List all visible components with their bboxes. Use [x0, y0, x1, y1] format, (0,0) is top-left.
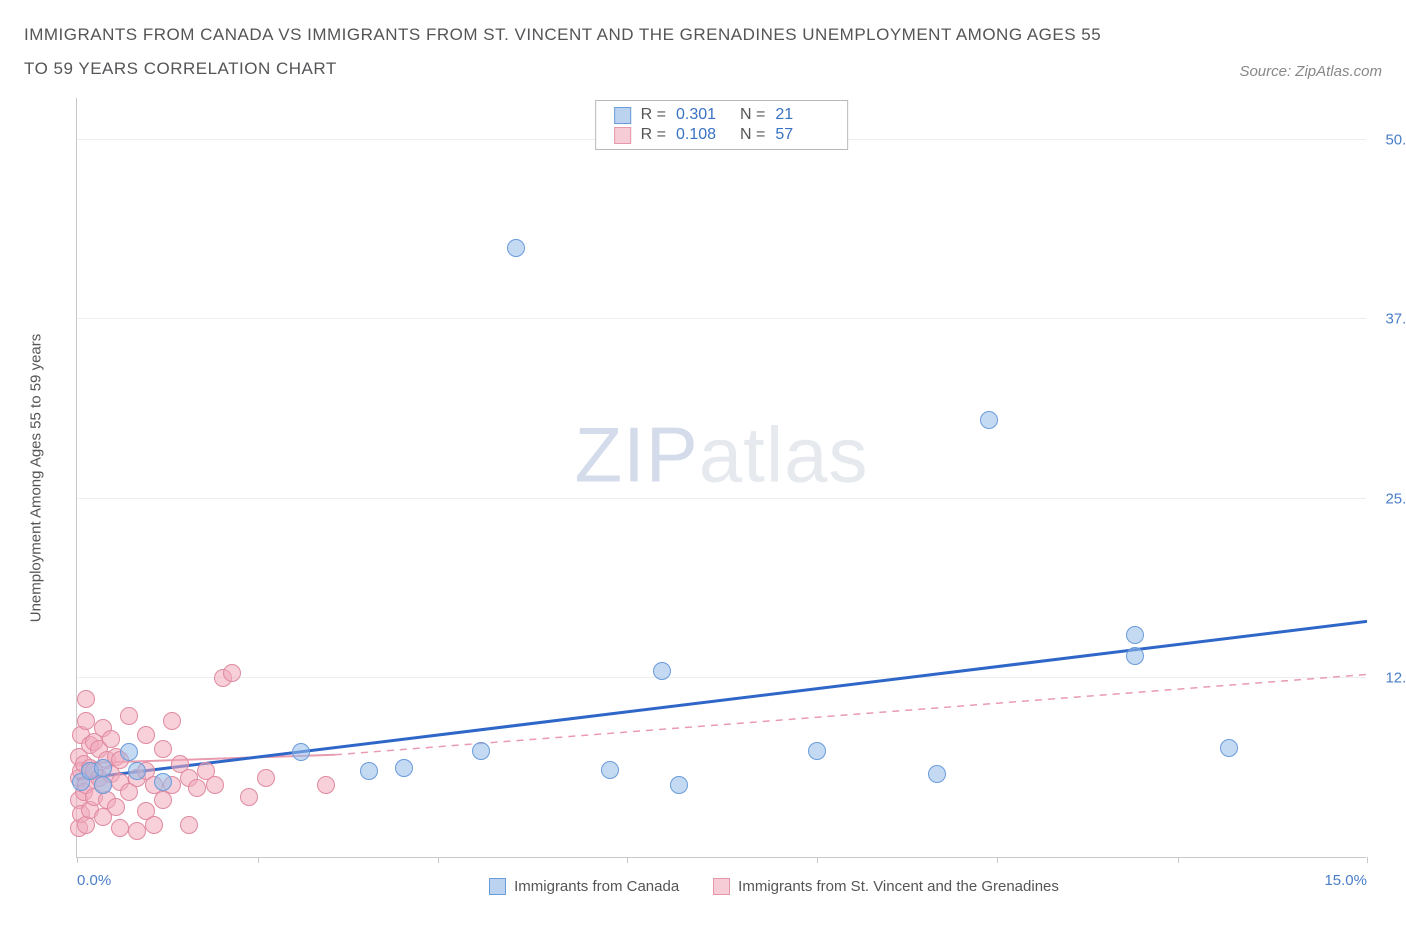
point-pink — [223, 664, 241, 682]
point-pink — [137, 726, 155, 744]
y-axis-label: Unemployment Among Ages 55 to 59 years — [28, 334, 45, 623]
gridline — [77, 677, 1366, 678]
point-pink — [163, 712, 181, 730]
legend-swatch — [614, 127, 631, 144]
point-blue — [154, 773, 172, 791]
y-tick-label: 50.0% — [1372, 132, 1406, 149]
point-pink — [180, 816, 198, 834]
legend-swatch — [489, 878, 506, 895]
point-blue — [94, 776, 112, 794]
watermark: ZIPatlas — [574, 409, 868, 500]
point-pink — [317, 776, 335, 794]
point-blue — [292, 743, 310, 761]
point-pink — [77, 712, 95, 730]
plot-area: ZIPatlas R = 0.301N = 21R = 0.108N = 57 … — [76, 98, 1366, 858]
point-blue — [670, 776, 688, 794]
point-blue — [120, 743, 138, 761]
chart-title: IMMIGRANTS FROM CANADA VS IMMIGRANTS FRO… — [24, 18, 1124, 86]
point-pink — [128, 822, 146, 840]
point-pink — [120, 707, 138, 725]
point-pink — [188, 779, 206, 797]
point-pink — [206, 776, 224, 794]
point-pink — [257, 769, 275, 787]
trend-line — [77, 621, 1367, 779]
point-pink — [77, 816, 95, 834]
x-tick — [627, 857, 628, 863]
stats-row: R = 0.301N = 21 — [614, 105, 830, 125]
legend-item: Immigrants from Canada — [489, 878, 679, 895]
legend-label: Immigrants from St. Vincent and the Gren… — [738, 878, 1059, 895]
x-tick — [997, 857, 998, 863]
point-blue — [1126, 626, 1144, 644]
point-blue — [1220, 739, 1238, 757]
point-blue — [128, 762, 146, 780]
point-blue — [395, 759, 413, 777]
x-tick — [1367, 857, 1368, 863]
point-pink — [107, 798, 125, 816]
trend-line — [335, 674, 1367, 754]
point-pink — [145, 816, 163, 834]
series-legend: Immigrants from Canada Immigrants from St… — [129, 878, 1406, 895]
y-tick-label: 37.5% — [1372, 311, 1406, 328]
x-tick — [258, 857, 259, 863]
x-tick — [77, 857, 78, 863]
x-tick — [817, 857, 818, 863]
stats-legend-box: R = 0.301N = 21R = 0.108N = 57 — [595, 100, 849, 150]
point-blue — [472, 742, 490, 760]
source-attribution: Source: ZipAtlas.com — [1239, 63, 1382, 86]
point-pink — [154, 740, 172, 758]
point-blue — [1126, 647, 1144, 665]
x-tick-label: 0.0% — [77, 872, 111, 889]
point-blue — [980, 411, 998, 429]
legend-swatch — [713, 878, 730, 895]
x-tick — [1178, 857, 1179, 863]
point-pink — [111, 819, 129, 837]
gridline — [77, 318, 1366, 319]
point-blue — [808, 742, 826, 760]
point-pink — [77, 690, 95, 708]
point-blue — [653, 662, 671, 680]
x-tick — [438, 857, 439, 863]
y-tick-label: 25.0% — [1372, 490, 1406, 507]
point-blue — [94, 759, 112, 777]
y-tick-label: 12.5% — [1372, 669, 1406, 686]
legend-label: Immigrants from Canada — [514, 878, 679, 895]
point-blue — [507, 239, 525, 257]
legend-item: Immigrants from St. Vincent and the Gren… — [713, 878, 1059, 895]
point-blue — [928, 765, 946, 783]
x-tick-label: 15.0% — [1324, 872, 1367, 889]
point-pink — [240, 788, 258, 806]
stats-row: R = 0.108N = 57 — [614, 125, 830, 145]
point-pink — [102, 730, 120, 748]
point-blue — [360, 762, 378, 780]
point-blue — [601, 761, 619, 779]
correlation-chart: Unemployment Among Ages 55 to 59 years Z… — [24, 98, 1382, 908]
legend-swatch — [614, 107, 631, 124]
gridline — [77, 498, 1366, 499]
trend-lines-layer — [77, 98, 1367, 858]
